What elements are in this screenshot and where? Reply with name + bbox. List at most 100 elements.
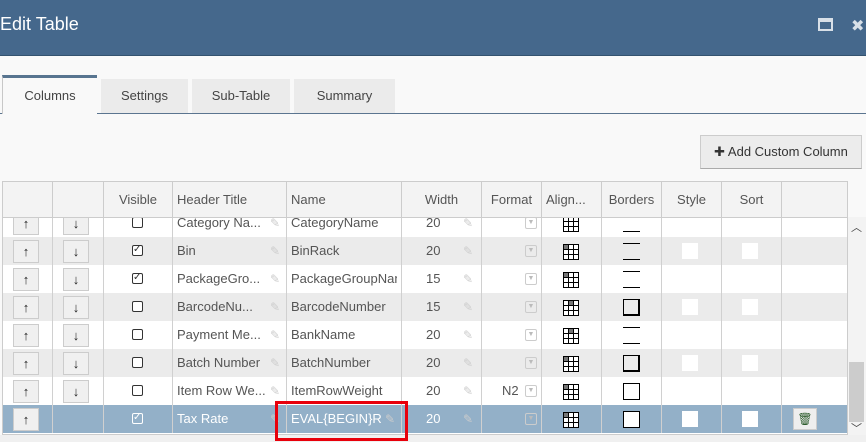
visible-checkbox[interactable]: ✓ — [132, 412, 143, 424]
scroll-down-icon[interactable]: ﹀ — [851, 423, 862, 435]
sort-swatch[interactable] — [742, 411, 758, 427]
edit-icon[interactable]: ✎ — [269, 328, 281, 342]
table-cell — [782, 321, 847, 349]
table-row[interactable]: ↑✓Tax Rate✎EVAL{BEGIN}ROUND✎20✎▼🗑 — [3, 405, 847, 433]
dropdown-icon[interactable]: ▼ — [525, 329, 537, 341]
dropdown-icon[interactable]: ▼ — [525, 273, 537, 285]
borders-icon[interactable] — [623, 355, 640, 372]
move-down-button[interactable]: ↓ — [63, 240, 89, 263]
visible-checkbox[interactable] — [132, 301, 143, 312]
move-down-button[interactable]: ↓ — [63, 268, 89, 291]
edit-icon[interactable]: ✎ — [269, 272, 281, 286]
tab-columns[interactable]: Columns — [2, 75, 97, 114]
visible-checkbox[interactable] — [132, 385, 143, 396]
sort-swatch[interactable] — [742, 299, 758, 315]
move-up-button[interactable]: ↑ — [13, 296, 39, 319]
borders-icon[interactable] — [623, 218, 640, 232]
borders-icon[interactable] — [623, 271, 640, 288]
dropdown-icon[interactable]: ▼ — [525, 385, 537, 397]
table-cell: ✓ — [104, 265, 173, 293]
borders-icon[interactable] — [623, 327, 640, 344]
table-row[interactable]: ↑ ↓ Payment Me... ✎ BankName 20 ✎ ▼ — [3, 321, 847, 349]
alignment-grid-icon[interactable] — [563, 412, 579, 428]
edit-icon[interactable]: ✎ — [462, 300, 474, 314]
table-cell: ↓ — [53, 349, 104, 377]
tab-settings[interactable]: Settings — [101, 79, 188, 113]
alignment-grid-icon[interactable] — [563, 218, 579, 232]
table-row[interactable]: ↑ ↓ Category Na... ✎ CategoryName 20 ✎ ▼ — [3, 218, 847, 237]
edit-icon[interactable]: ✎ — [462, 218, 474, 230]
table-cell: ↑ — [3, 349, 53, 377]
move-up-button[interactable]: ↑ — [13, 218, 39, 235]
scrollbar-thumb[interactable] — [849, 362, 864, 422]
move-up-button[interactable]: ↑ — [13, 408, 39, 431]
move-down-button[interactable]: ↓ — [63, 296, 89, 319]
style-swatch[interactable] — [682, 243, 698, 259]
edit-icon[interactable]: ✎ — [269, 356, 281, 370]
borders-icon[interactable] — [623, 299, 640, 316]
add-custom-column-button[interactable]: ✚ Add Custom Column — [700, 135, 862, 169]
edit-icon[interactable]: ✎ — [462, 244, 474, 258]
table-row[interactable]: ↑ ↓ ✓ PackageGro... ✎ PackageGroupName 15 ✎ ▼ — [3, 265, 847, 293]
dropdown-icon[interactable]: ▼ — [525, 245, 537, 257]
trash-icon[interactable]: 🗑 — [793, 408, 817, 430]
edit-icon[interactable]: ✎ — [462, 328, 474, 342]
edit-icon[interactable]: ✎ — [462, 412, 474, 426]
edit-icon[interactable]: ✎ — [384, 412, 396, 426]
style-swatch[interactable] — [682, 411, 698, 427]
alignment-grid-icon[interactable] — [563, 300, 579, 316]
edit-icon[interactable]: ✎ — [269, 218, 281, 230]
tab-sub-table[interactable]: Sub-Table — [192, 79, 290, 113]
move-down-button[interactable]: ↓ — [63, 352, 89, 375]
move-up-button[interactable]: ↑ — [13, 352, 39, 375]
move-up-button[interactable]: ↑ — [13, 324, 39, 347]
edit-icon[interactable]: ✎ — [269, 384, 281, 398]
move-up-button[interactable]: ↑ — [13, 268, 39, 291]
alignment-grid-icon[interactable] — [563, 384, 579, 400]
sort-swatch[interactable] — [742, 243, 758, 259]
alignment-grid-icon[interactable] — [563, 272, 579, 288]
table-row[interactable]: ↑ ↓ ✓ Bin ✎ BinRack 20 ✎ ▼ — [3, 237, 847, 265]
alignment-grid-icon[interactable] — [563, 328, 579, 344]
move-up-button[interactable]: ↑ — [13, 380, 39, 403]
window-maximize-icon[interactable] — [818, 18, 833, 31]
dropdown-icon[interactable]: ▼ — [525, 301, 537, 313]
move-down-button[interactable]: ↓ — [63, 324, 89, 347]
close-icon[interactable]: ✖ — [851, 18, 865, 35]
move-down-button[interactable]: ↓ — [63, 218, 89, 235]
visible-checkbox[interactable] — [132, 329, 143, 340]
scroll-up-icon[interactable]: ︿ — [851, 222, 862, 234]
column-name-text: BatchNumber — [291, 355, 371, 370]
table-cell: ✓ — [104, 405, 173, 433]
borders-icon[interactable] — [623, 383, 640, 400]
table-cell — [722, 237, 782, 265]
move-up-button[interactable]: ↑ — [13, 240, 39, 263]
table-row[interactable]: ↑ ↓ Batch Number ✎ BatchNumber 20 ✎ ▼ — [3, 349, 847, 377]
table-row[interactable]: ↑ ↓ Item Row We... ✎ ItemRowWeight 20 ✎ N2 ▼ — [3, 377, 847, 405]
dropdown-icon[interactable]: ▼ — [525, 218, 537, 229]
visible-checkbox[interactable]: ✓ — [132, 244, 143, 256]
visible-checkbox[interactable] — [132, 218, 143, 228]
alignment-grid-icon[interactable] — [563, 244, 579, 260]
move-down-button[interactable]: ↓ — [63, 380, 89, 403]
dropdown-icon[interactable]: ▼ — [525, 413, 537, 425]
edit-icon[interactable]: ✎ — [462, 272, 474, 286]
borders-icon[interactable] — [623, 243, 640, 260]
edit-icon[interactable]: ✎ — [269, 300, 281, 314]
width-value: 20 — [426, 243, 441, 258]
visible-checkbox[interactable] — [132, 357, 143, 368]
borders-icon[interactable] — [623, 411, 640, 428]
table-row[interactable]: ↑ ↓ BarcodeNu... ✎ BarcodeNumber 15 ✎ ▼ — [3, 293, 847, 321]
width-value: 20 — [426, 355, 441, 370]
edit-icon[interactable]: ✎ — [269, 244, 281, 258]
style-swatch[interactable] — [682, 355, 698, 371]
sort-swatch[interactable] — [742, 355, 758, 371]
edit-icon[interactable]: ✎ — [462, 384, 474, 398]
style-swatch[interactable] — [682, 299, 698, 315]
alignment-grid-icon[interactable] — [563, 356, 579, 372]
dropdown-icon[interactable]: ▼ — [525, 357, 537, 369]
vertical-scrollbar[interactable]: ︿ ﹀ — [848, 217, 866, 435]
edit-icon[interactable]: ✎ — [462, 356, 474, 370]
tab-summary[interactable]: Summary — [294, 79, 395, 113]
visible-checkbox[interactable]: ✓ — [132, 272, 143, 284]
